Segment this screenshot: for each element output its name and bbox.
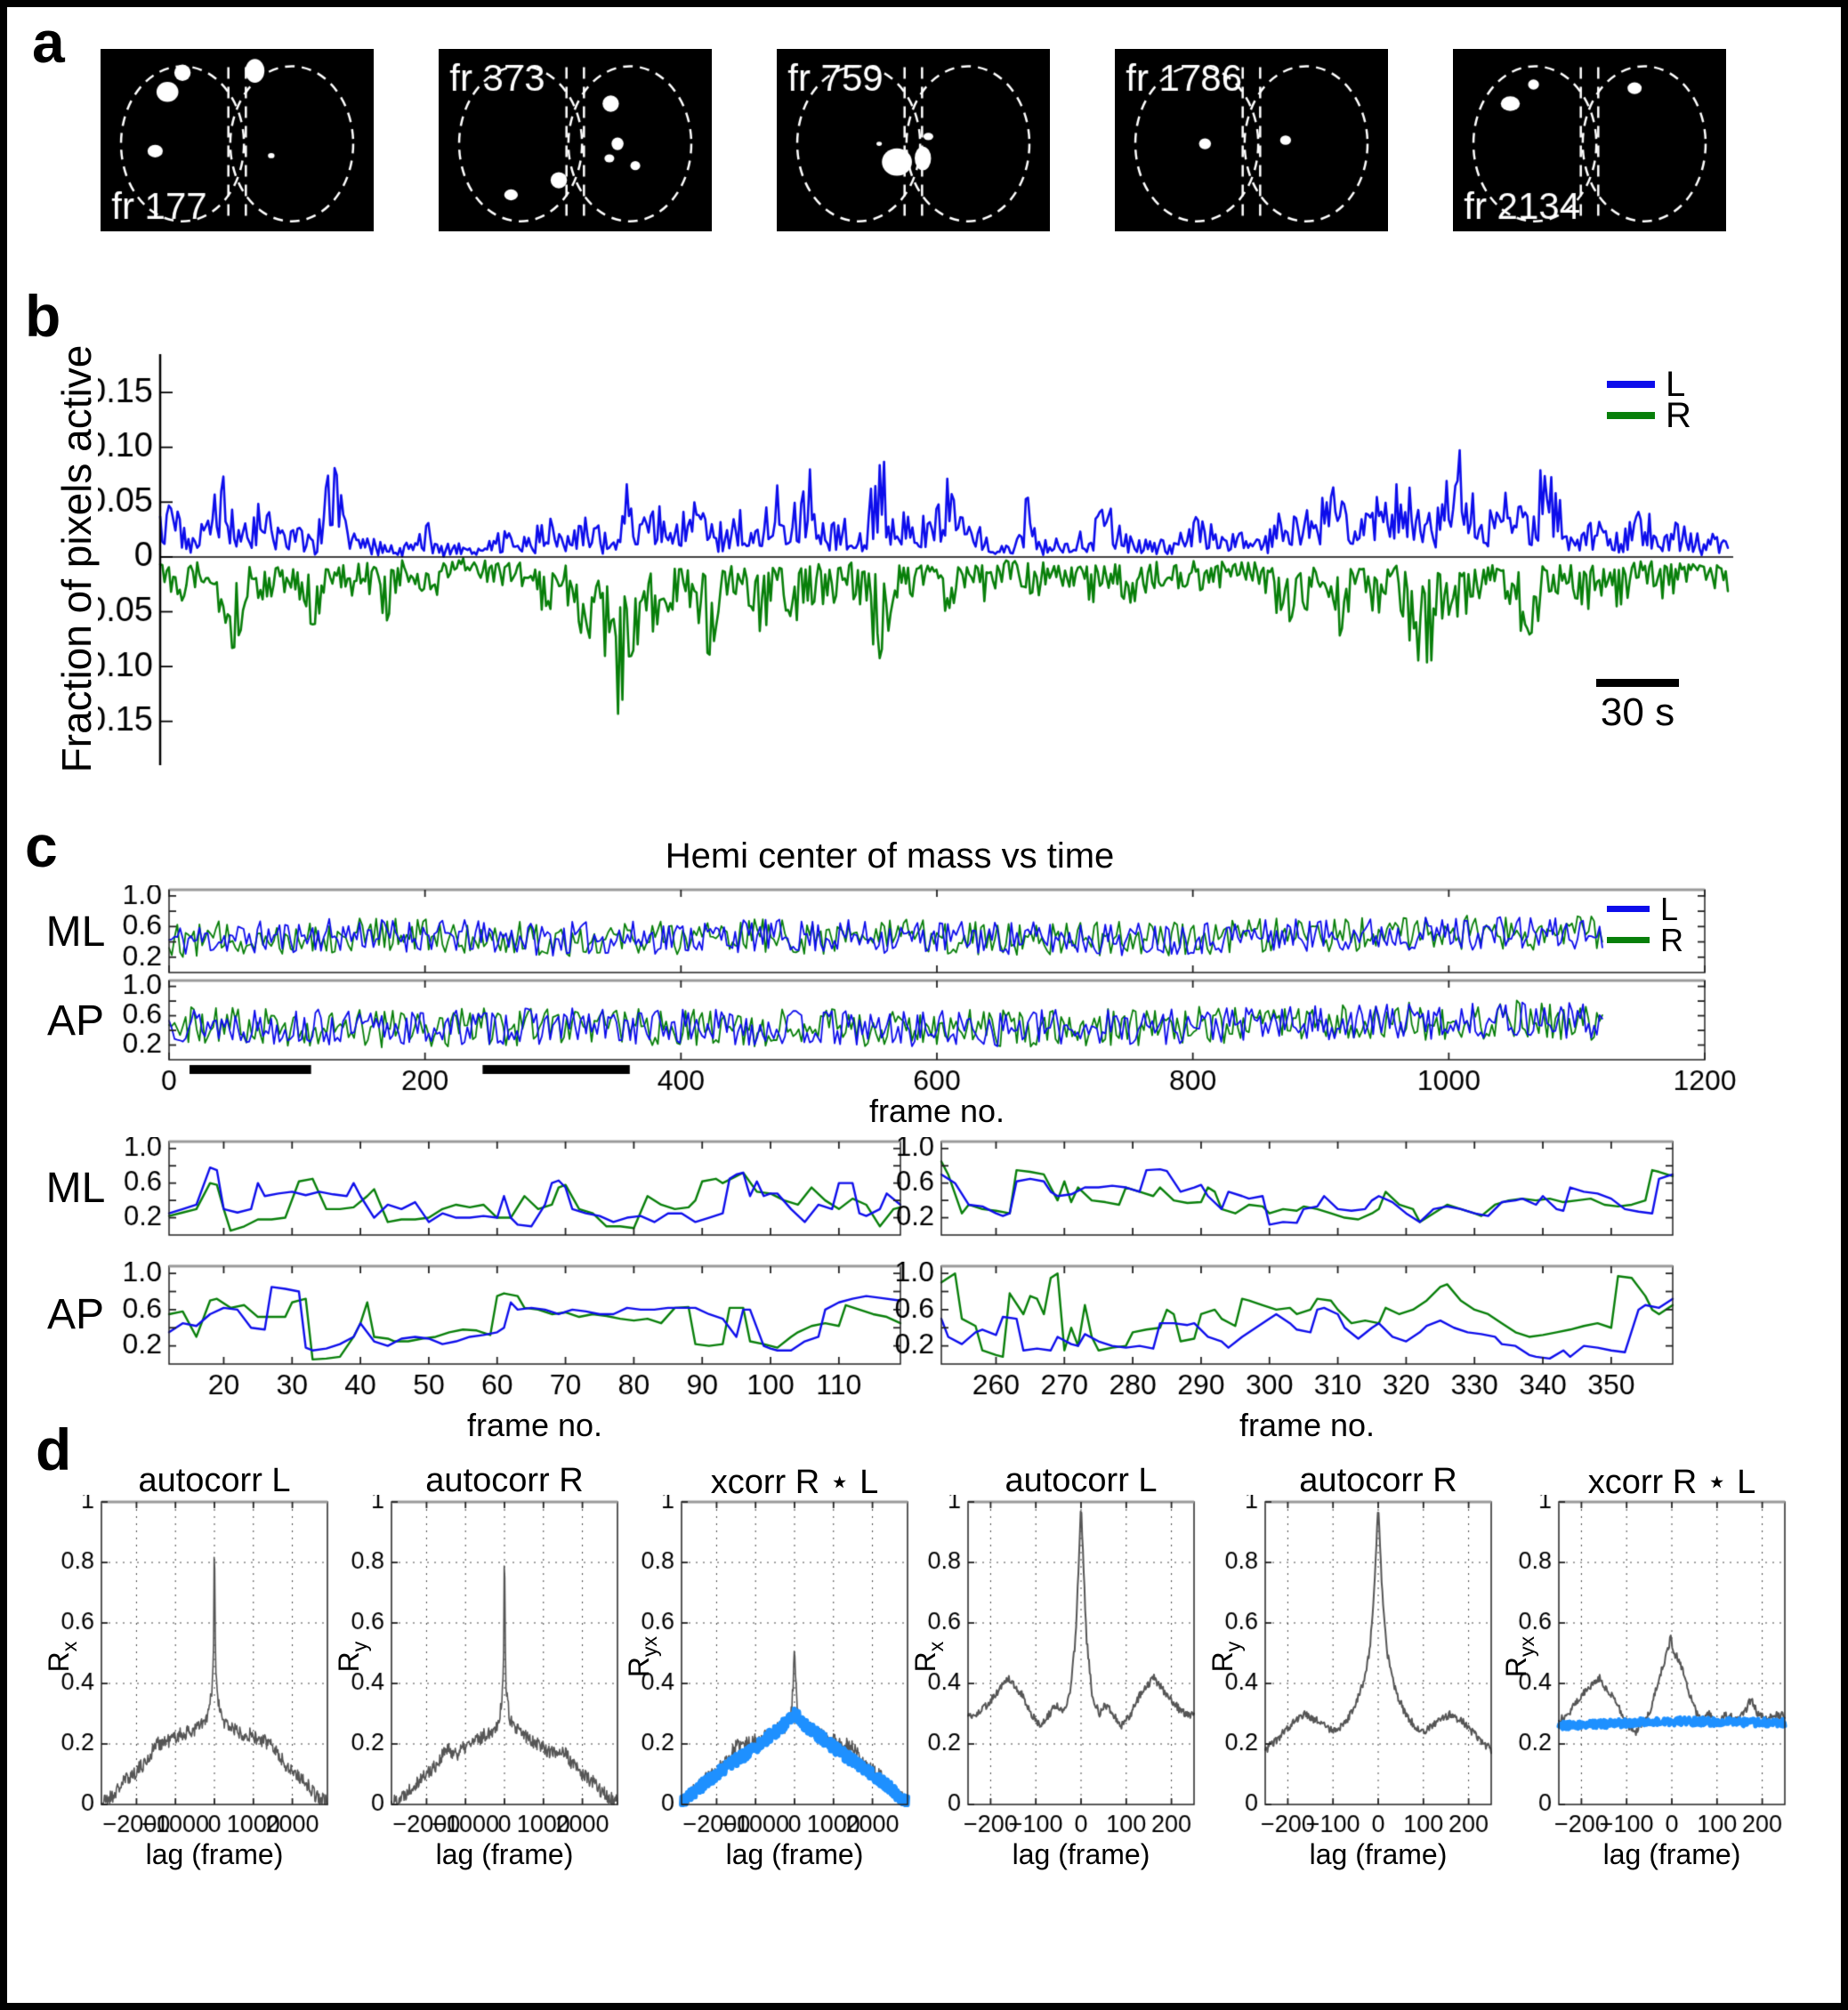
- time-scale-bar: [1596, 679, 1679, 687]
- d2-title: autocorr R: [425, 1462, 584, 1499]
- d3-x-axis-label: lag (frame): [725, 1838, 864, 1870]
- frame-no-label-overview: frame no.: [868, 1093, 1005, 1129]
- frame-no-label-zoom-left: frame no.: [466, 1407, 603, 1443]
- autocorr-L-wide-canvas: [44, 1495, 338, 1877]
- autocorr-R-narrow-canvas: [1208, 1495, 1502, 1877]
- ml-zoom-right-canvas: [879, 1137, 1689, 1244]
- d6-x-axis-label: lag (frame): [1602, 1838, 1741, 1870]
- autocorr-R-wide-canvas: [335, 1495, 628, 1877]
- d1-title: autocorr L: [138, 1462, 291, 1499]
- legend-line-L: [1607, 906, 1650, 912]
- xcorr-RL-narrow-canvas: [1502, 1495, 1796, 1877]
- legend-label-R: R: [1660, 921, 1683, 958]
- ap-zoom-left-canvas: [107, 1262, 916, 1409]
- panel-c-label: c: [25, 813, 58, 879]
- legend-line-R: [1607, 937, 1650, 943]
- time-scale-bar-label: 30 s: [1600, 690, 1675, 734]
- ap-zoom-right-canvas: [879, 1262, 1689, 1409]
- panel-b-chart-canvas: [98, 347, 1779, 779]
- panel-b-label: b: [25, 283, 61, 349]
- d4-title: autocorr L: [1005, 1462, 1158, 1499]
- d2-x-axis-label: lag (frame): [435, 1838, 574, 1870]
- legend-label-L: L: [1660, 890, 1679, 927]
- activity-frame-canvas-4: [1453, 49, 1726, 231]
- legend-label-L: L: [1666, 364, 1686, 404]
- row-label-ap-zoom: AP: [46, 1291, 105, 1338]
- row-label-ml-zoom: ML: [45, 1165, 106, 1212]
- d5-title: autocorr R: [1299, 1462, 1457, 1499]
- legend-line-R: [1607, 411, 1655, 419]
- panel-a-label: a: [32, 9, 65, 75]
- legend-row-R: R: [1607, 924, 1683, 956]
- autocorr-L-narrow-canvas: [911, 1495, 1205, 1877]
- panel-b-y-axis-label: Fraction of pixels active: [53, 344, 100, 773]
- panel-c-overview-canvas: [89, 885, 1771, 1134]
- legend-row-L: L: [1607, 890, 1683, 927]
- ml-zoom-left-canvas: [107, 1137, 916, 1244]
- panel-c-title: Hemi center of mass vs time: [665, 836, 1115, 876]
- d1-x-axis-label: lag (frame): [145, 1838, 284, 1870]
- legend-label-R: R: [1666, 395, 1691, 435]
- legend-row-R: R: [1607, 395, 1691, 435]
- activity-frame-canvas-2: [777, 49, 1050, 231]
- d5-x-axis-label: lag (frame): [1309, 1838, 1448, 1870]
- legend-line-L: [1607, 380, 1655, 388]
- panel-d-label: d: [36, 1417, 72, 1482]
- activity-frame-canvas-3: [1115, 49, 1388, 231]
- frame-no-label-zoom-right: frame no.: [1239, 1407, 1376, 1443]
- panel-b-legend: L R: [1607, 364, 1691, 435]
- d4-x-axis-label: lag (frame): [1012, 1838, 1150, 1870]
- panel-c-legend: L R: [1607, 890, 1683, 956]
- activity-frame-canvas-0: [101, 49, 374, 231]
- xcorr-RL-wide-canvas: [625, 1495, 918, 1877]
- activity-frame-canvas-1: [439, 49, 712, 231]
- legend-row-L: L: [1607, 364, 1691, 404]
